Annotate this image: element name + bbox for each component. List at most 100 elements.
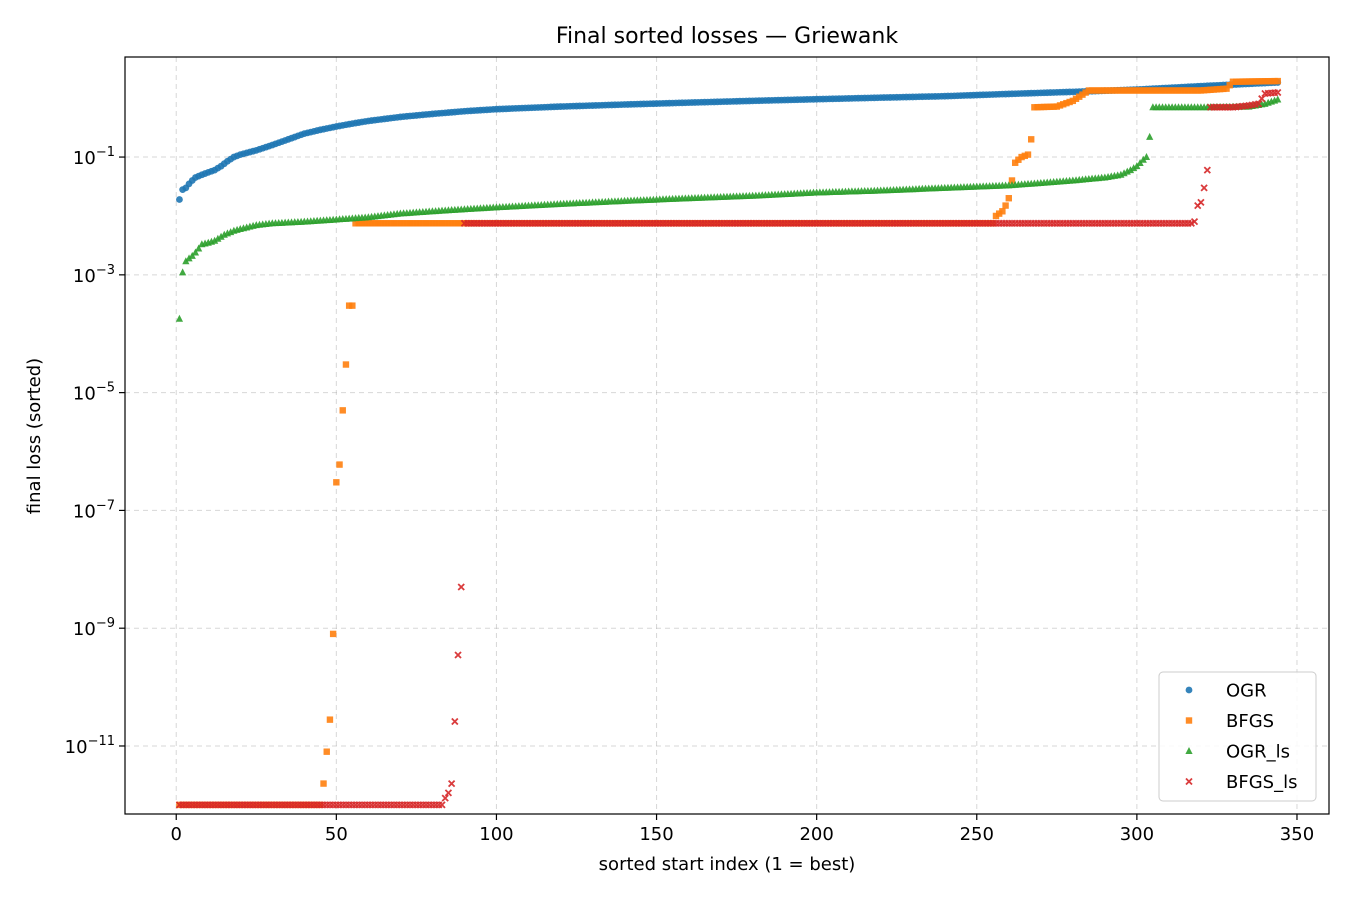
data-point [1133,87,1141,94]
y-tick-exponent: −3 [96,263,115,278]
x-tick-label: 50 [325,824,348,845]
data-point [1261,78,1269,85]
series-bfgs-ls [175,88,1282,809]
data-point [1066,98,1073,106]
data-point [368,220,375,227]
data-point [1194,87,1201,94]
data-point [1210,86,1217,93]
data-point [1254,100,1263,108]
data-point [1172,87,1179,94]
data-point [1069,97,1077,105]
data-point [1258,78,1265,85]
data-point [451,220,459,227]
data-point [374,220,382,227]
data-point [1200,87,1208,94]
legend-label-ogr-ls: OGR_ls [1226,742,1290,763]
data-point [1203,166,1211,174]
data-point [1229,78,1237,85]
data-point [175,314,184,322]
data-point [1207,86,1214,94]
data-point [1111,87,1118,94]
chart-title: Final sorted losses — Griewank [556,24,898,49]
data-point [445,220,452,227]
y-tick-exponent: −11 [88,734,115,749]
data-point [1168,87,1176,94]
y-tick-exponent: −5 [96,381,115,396]
data-point [1197,87,1205,94]
data-point [1274,88,1282,97]
data-point [1190,218,1199,226]
y-tick-label: 10−11 [65,734,115,758]
legend-box [1158,671,1317,802]
data-point [1120,87,1128,94]
data-point [441,794,449,802]
data-point [1242,78,1249,85]
data-point [454,220,462,227]
data-point [1127,87,1134,94]
data-point [1165,87,1173,94]
legend-marker-ogr-ls [1185,747,1193,754]
data-point [1197,198,1205,207]
data-point [1053,103,1061,110]
data-point [1236,78,1243,85]
data-point [413,220,420,227]
data-point [352,220,359,227]
data-point [457,583,465,591]
data-point [1152,87,1160,94]
data-point [1274,95,1282,103]
y-tick-label: 10−5 [73,381,115,405]
y-tick-label: 10−9 [73,616,115,640]
y-tick-label: 10−1 [73,145,115,169]
data-point [1239,78,1246,85]
data-point [1140,87,1147,94]
data-point [1220,85,1227,93]
data-point [1162,87,1169,94]
data-point [1268,77,1275,85]
data-point [387,220,394,227]
data-point [1245,78,1253,85]
data-point [1136,87,1144,94]
data-point [1047,103,1054,110]
data-point [1226,82,1233,89]
data-point [320,780,327,787]
axes-frame [124,56,1330,815]
data-point [339,407,346,414]
x-tick-label: 250 [960,824,994,845]
data-point [426,220,433,227]
data-point [1117,87,1125,94]
series-ogr [176,79,1282,203]
data-point [1232,78,1240,85]
data-point [458,220,465,227]
data-point [1005,195,1012,202]
y-tick-base: 10 [73,148,96,169]
data-point [435,220,443,227]
data-point [1184,87,1192,94]
x-ticks: 0 50 100 150 200 250 300 350 [171,814,1314,845]
data-point [1213,86,1221,93]
data-point [1264,78,1272,85]
data-point [326,716,334,723]
data-point [1082,89,1089,96]
data-point [1274,77,1281,85]
data-point [323,748,330,755]
data-point [1188,87,1195,94]
y-ticks: 10−110−310−510−710−910−11 [65,145,125,758]
x-axis-label: sorted start index (1 = best) [599,854,856,875]
data-point [451,717,459,726]
data-point [384,220,391,227]
data-point [211,236,219,244]
data-point [1216,85,1224,93]
data-point [1255,78,1262,85]
x-tick-label: 100 [479,824,513,845]
y-tick-label: 10−3 [73,263,115,287]
data-point [1021,152,1028,160]
data-point [333,479,340,486]
data-point [1124,87,1131,94]
data-point [185,254,193,262]
series-ogr-ls [175,95,1282,322]
data-point [1114,87,1121,94]
y-tick-exponent: −1 [96,145,115,160]
data-point [1079,91,1086,98]
data-point [1034,103,1041,111]
